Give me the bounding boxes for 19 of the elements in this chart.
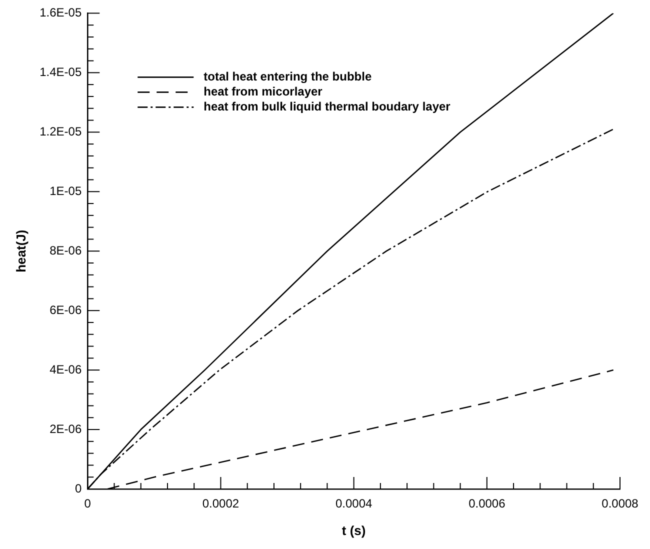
x-axis-title: t (s) — [342, 522, 366, 538]
legend-label: heat from micorlayer — [204, 84, 323, 99]
y-tick-label: 0 — [74, 481, 82, 496]
y-tick-label: 8E-06 — [50, 243, 82, 258]
y-tick-label: 1.4E-05 — [40, 64, 82, 79]
x-tick-label: 0.0002 — [202, 496, 240, 511]
y-axis-title: heat(J) — [13, 230, 28, 272]
x-tick-label: 0 — [84, 496, 92, 511]
y-tick-label: 1E-05 — [50, 184, 82, 198]
y-tick-label: 2E-06 — [50, 422, 82, 436]
x-tick-label: 0.0006 — [468, 496, 506, 511]
y-tick-label: 1.6E-05 — [40, 6, 82, 20]
legend-label: heat from bulk liquid thermal boudary layer — [204, 100, 451, 114]
y-tick-label: 6E-06 — [50, 302, 82, 317]
y-tick-label: 4E-06 — [50, 362, 82, 376]
legend-label: total heat entering the bubble — [204, 70, 372, 84]
x-tick-label: 0.0004 — [335, 496, 372, 511]
y-tick-label: 1.2E-05 — [40, 124, 82, 138]
x-tick-label: 0.0008 — [602, 496, 639, 511]
